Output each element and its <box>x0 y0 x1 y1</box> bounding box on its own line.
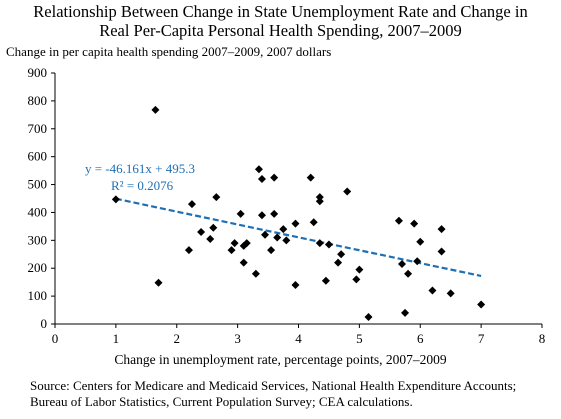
data-point <box>230 239 239 248</box>
y-tick-label: 300 <box>28 232 48 247</box>
data-point <box>334 258 343 267</box>
data-point <box>410 219 419 228</box>
chart-title-line-2: Real Per-Capita Personal Health Spending… <box>99 21 462 40</box>
data-point <box>291 280 300 289</box>
data-point <box>270 209 279 218</box>
chart-title: Relationship Between Change in State Une… <box>0 2 561 40</box>
data-point <box>477 300 486 309</box>
source-note: Source: Centers for Medicare and Medicai… <box>30 378 517 409</box>
y-axis-label: Change in per capita health spending 200… <box>6 44 332 59</box>
x-axis-label: Change in unemployment rate, percentage … <box>114 352 447 367</box>
data-point <box>321 276 330 285</box>
data-point <box>236 209 245 218</box>
x-tick-label: 2 <box>174 331 181 346</box>
data-point <box>257 211 266 220</box>
y-tick-label: 0 <box>41 316 48 331</box>
data-point <box>315 193 324 202</box>
x-tick-label: 0 <box>52 331 59 346</box>
trendline-r-squared: R² = 0.2076 <box>111 178 174 193</box>
data-point <box>413 257 422 266</box>
data-point <box>197 227 206 236</box>
data-point <box>446 289 455 298</box>
y-tick-label: 800 <box>28 93 48 108</box>
x-tick-label: 5 <box>356 331 363 346</box>
data-point <box>227 246 236 255</box>
data-point <box>261 230 270 239</box>
data-point <box>397 260 406 269</box>
data-point <box>151 105 160 114</box>
data-point <box>187 200 196 209</box>
x-tick-label: 6 <box>417 331 424 346</box>
data-points <box>111 105 486 322</box>
data-point <box>251 269 260 278</box>
x-tick-label: 1 <box>113 331 120 346</box>
y-tick-label: 500 <box>28 177 48 192</box>
data-point <box>404 269 413 278</box>
data-point <box>355 265 364 274</box>
data-point <box>337 250 346 259</box>
y-tick-label: 700 <box>28 121 48 136</box>
y-tick-label: 200 <box>28 260 48 275</box>
data-point <box>315 197 324 206</box>
y-tick-label: 600 <box>28 149 48 164</box>
data-point <box>212 193 221 202</box>
y-tick-label: 400 <box>28 204 48 219</box>
data-point <box>416 237 425 246</box>
trendline-group <box>115 197 482 278</box>
chart-title-line-1: Relationship Between Change in State Une… <box>33 2 528 21</box>
data-point <box>154 278 163 287</box>
x-tick-label: 3 <box>234 331 241 346</box>
x-tick-label: 4 <box>295 331 302 346</box>
plot-axes: 0 100 200 300 400 500 600 700 800 900 0 1 2 3 4 5 6 7 8 <box>28 65 546 346</box>
data-point <box>309 218 318 227</box>
data-point <box>291 219 300 228</box>
data-point <box>315 239 324 248</box>
data-point <box>343 187 352 196</box>
data-point <box>282 236 291 245</box>
data-point <box>364 313 373 322</box>
data-point <box>184 246 193 255</box>
data-point <box>394 216 403 225</box>
data-point <box>254 165 263 174</box>
data-point <box>306 173 315 182</box>
data-point <box>209 223 218 232</box>
data-point <box>206 234 215 243</box>
x-tick-label: 8 <box>539 331 546 346</box>
x-tick-label: 7 <box>478 331 485 346</box>
y-tick-label: 100 <box>28 288 48 303</box>
data-point <box>401 308 410 317</box>
data-point <box>428 286 437 295</box>
data-point <box>242 239 251 248</box>
data-point <box>437 225 446 234</box>
trendline <box>115 197 482 278</box>
data-point <box>352 275 361 284</box>
data-point <box>324 240 333 249</box>
trendline-equation-group: y = -46.161x + 495.3 R² = 0.2076 <box>85 161 195 193</box>
data-point <box>267 246 276 255</box>
data-point <box>279 225 288 234</box>
data-point <box>239 258 248 267</box>
data-point <box>437 247 446 256</box>
data-point <box>111 195 120 204</box>
trendline-equation: y = -46.161x + 495.3 <box>85 161 195 176</box>
y-tick-label: 900 <box>28 65 48 80</box>
data-point <box>273 233 282 242</box>
data-point <box>270 173 279 182</box>
data-point <box>257 174 266 183</box>
